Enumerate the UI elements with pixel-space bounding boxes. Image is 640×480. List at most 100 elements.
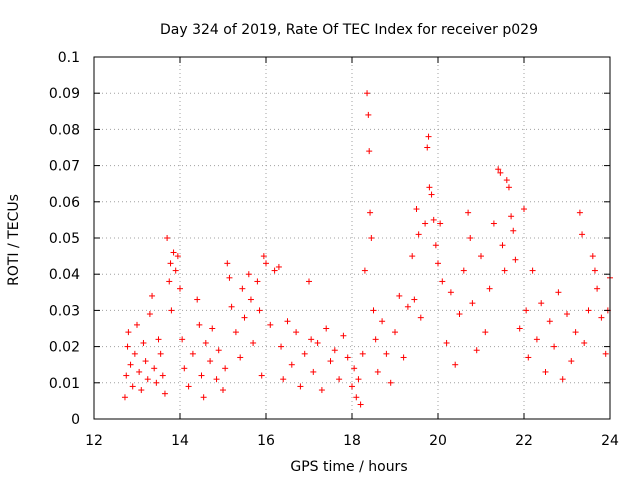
data-point [254, 278, 261, 285]
data-point [172, 267, 179, 274]
data-point [280, 376, 287, 383]
data-point [460, 267, 467, 274]
data-point [222, 365, 229, 372]
data-point [533, 336, 540, 343]
data-point [224, 260, 231, 267]
grid [94, 57, 610, 419]
data-point [170, 249, 177, 256]
data-point [417, 314, 424, 321]
data-point [179, 336, 186, 343]
data-point [327, 358, 334, 365]
data-point [538, 300, 545, 307]
data-point [581, 339, 588, 346]
data-point [245, 271, 252, 278]
data-point [340, 332, 347, 339]
data-point [368, 235, 375, 241]
data-point [146, 311, 153, 318]
data-point [495, 166, 502, 173]
data-point [134, 321, 140, 328]
data-point [576, 209, 583, 216]
data-point [237, 354, 244, 361]
data-point [428, 191, 435, 198]
data-point [591, 267, 598, 274]
data-point [284, 318, 291, 325]
data-point [136, 368, 143, 375]
y-axis-label: ROTI / TECUs [6, 194, 22, 286]
data-point [456, 311, 463, 318]
data-point [241, 314, 248, 321]
data-point [508, 213, 515, 220]
data-point [275, 263, 282, 270]
y-tick-label: 0.05 [49, 231, 80, 247]
data-point [209, 325, 216, 332]
data-point [306, 278, 312, 285]
data-point [359, 350, 366, 357]
axis-ticks: 12 14 16 18 20 22 24 0 0.01 0.02 0.03 0.04 0.05 0.06 0… [49, 50, 619, 449]
data-point [129, 383, 136, 390]
data-point [351, 365, 358, 372]
data-point [247, 296, 254, 303]
y-tick-label: 0.06 [49, 195, 80, 211]
data-point [409, 253, 416, 260]
data-point [602, 350, 609, 357]
data-point [144, 376, 151, 383]
x-tick-label: 14 [171, 433, 189, 449]
data-point [140, 339, 147, 346]
data-point [164, 235, 171, 241]
data-point [366, 148, 373, 155]
data-point [202, 339, 209, 346]
data-point [310, 368, 317, 375]
data-point [331, 347, 338, 354]
data-point [525, 354, 532, 361]
data-point [127, 361, 134, 368]
y-tick-label: 0.08 [49, 122, 80, 138]
data-point [226, 274, 233, 281]
data-point [443, 339, 450, 346]
data-point [370, 307, 377, 314]
x-axis-label: GPS time / hours [290, 459, 407, 475]
data-point [497, 169, 504, 176]
data-point [467, 235, 474, 241]
data-point [424, 144, 431, 151]
data-point [415, 231, 422, 238]
data-point [396, 292, 403, 299]
data-point [482, 329, 489, 336]
data-point [278, 343, 285, 350]
data-point [465, 209, 472, 216]
data-point [138, 387, 145, 394]
data-point [167, 260, 174, 267]
y-tick-label: 0.03 [49, 303, 80, 319]
data-point [469, 300, 476, 307]
y-tick-label: 0.09 [49, 86, 80, 102]
data-point [372, 336, 379, 343]
data-point [478, 253, 484, 260]
data-point [155, 336, 162, 343]
data-point [131, 350, 138, 357]
data-point [425, 133, 432, 140]
data-point [181, 365, 188, 372]
data-point [594, 285, 601, 292]
y-tick-label: 0.02 [49, 340, 80, 356]
data-point [263, 260, 269, 267]
data-point [308, 336, 315, 343]
data-point [383, 350, 390, 357]
data-point [168, 307, 175, 314]
y-tick-label: 0.04 [49, 267, 80, 283]
data-point [151, 365, 158, 372]
x-tick-label: 18 [343, 433, 361, 449]
data-point [437, 220, 444, 227]
data-point [121, 394, 128, 401]
y-tick-label: 0.07 [49, 159, 80, 175]
data-point [232, 329, 239, 336]
data-point [555, 289, 562, 296]
data-point [523, 307, 530, 314]
x-tick-label: 24 [601, 433, 619, 449]
data-point [411, 296, 418, 303]
data-point [166, 278, 173, 285]
y-tick-label: 0.01 [49, 376, 80, 392]
data-point [336, 376, 343, 383]
data-point [430, 216, 437, 223]
data-point [258, 372, 265, 379]
data-point [177, 285, 183, 292]
